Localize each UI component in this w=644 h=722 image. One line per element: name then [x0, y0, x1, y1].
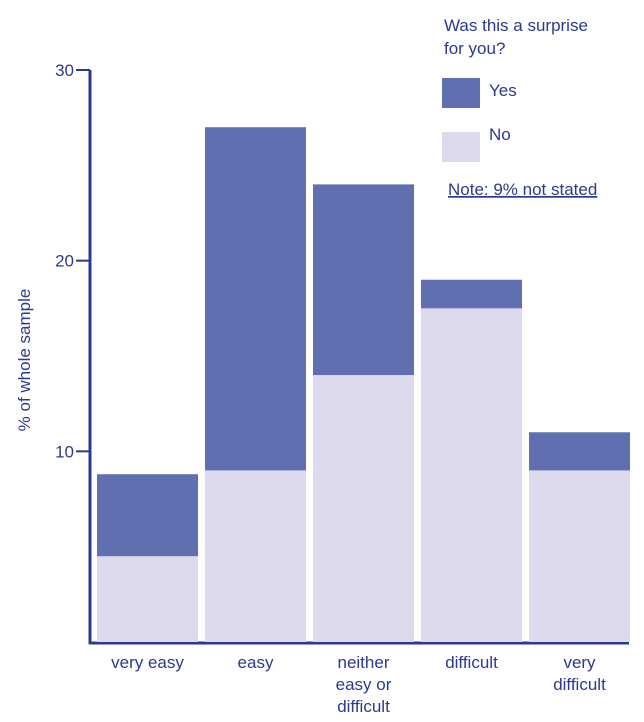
y-ticks: 10 20 30	[55, 61, 90, 461]
bar-segment-no	[529, 470, 630, 642]
axes	[88, 70, 629, 645]
legend-title-line-2: for you?	[444, 39, 505, 58]
y-tick-label: 30	[55, 61, 74, 80]
x-tick-label: difficult	[445, 653, 498, 672]
x-axis-labels: very easy easy neither easy or difficult diff…	[111, 653, 606, 716]
x-tick-label: easy	[238, 653, 274, 672]
legend-swatch-yes	[442, 78, 480, 108]
legend-title-line-1: Was this a surprise	[444, 16, 588, 35]
bar-segment-yes	[313, 184, 414, 376]
legend-label-yes: Yes	[489, 81, 517, 100]
bar-segment-no	[421, 308, 522, 642]
note-text: Note: 9% not stated	[448, 180, 597, 199]
bar-segment-yes	[97, 474, 198, 557]
bar-segment-yes	[529, 432, 630, 471]
x-tick-label: very difficult	[553, 653, 606, 694]
bar-segment-yes	[205, 127, 306, 471]
y-tick-label: 20	[55, 252, 74, 271]
bars	[97, 127, 630, 642]
bar-segment-no	[97, 556, 198, 642]
x-tick-label: very easy	[111, 653, 184, 672]
y-tick-label: 10	[55, 442, 74, 461]
bar-segment-yes	[421, 279, 522, 309]
legend-label-no: No	[489, 125, 511, 144]
legend: Was this a surprise for you? Yes No	[442, 16, 588, 162]
legend-swatch-no	[442, 132, 480, 162]
x-tick-label: neither easy or difficult	[336, 653, 392, 716]
y-axis-label: % of whole sample	[15, 289, 34, 432]
bar-segment-no	[313, 375, 414, 642]
bar-segment-no	[205, 470, 306, 642]
